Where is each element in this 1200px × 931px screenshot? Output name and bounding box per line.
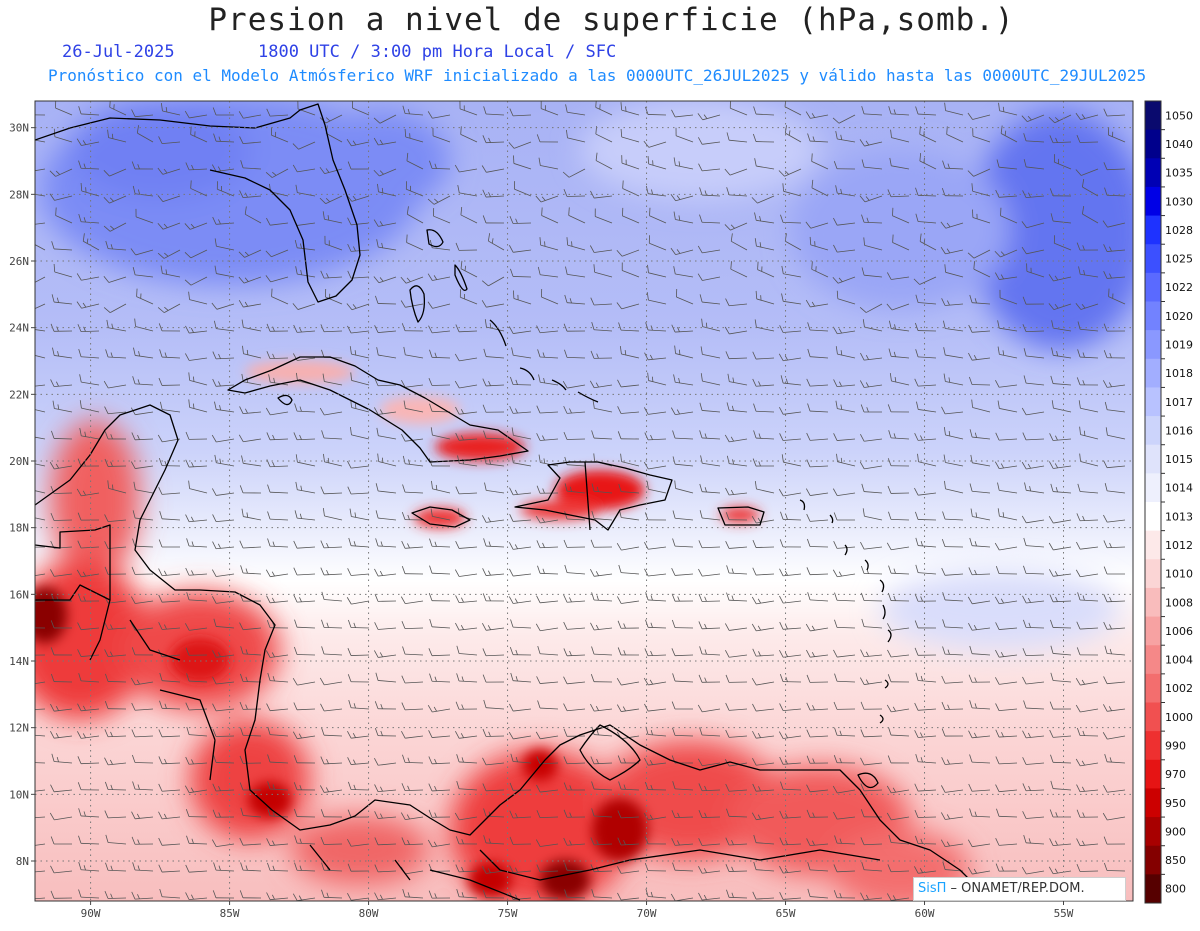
colorbar-label: 1050 <box>1165 109 1193 122</box>
colorbar-swatch <box>1145 158 1161 187</box>
lon-tick-label: 75W <box>498 907 518 920</box>
lat-tick-label: 8N <box>16 855 29 868</box>
colorbar-label: 1019 <box>1165 338 1193 351</box>
valid-time: 1800 UTC / 3:00 pm Hora Local / SFC <box>258 42 616 62</box>
colorbar-label: 1025 <box>1165 253 1193 266</box>
lat-tick-label: 18N <box>9 522 29 535</box>
colorbar-swatch <box>1145 874 1161 903</box>
colorbar-label: 900 <box>1165 825 1186 838</box>
colorbar-label: 1020 <box>1165 310 1193 323</box>
credit-text: – ONAMET/REP.DOM. <box>946 881 1084 896</box>
colorbar-label: 1016 <box>1165 424 1193 437</box>
lon-axis: 90W 85W 80W 75W 70W 65W 60W 55W <box>81 901 1074 920</box>
colorbar-swatch <box>1145 846 1161 875</box>
lon-tick-label: 65W <box>776 907 796 920</box>
map-title: Presion a nivel de superficie (hPa,somb.… <box>0 2 1200 38</box>
colorbar-label: 1040 <box>1165 138 1193 151</box>
colorbar-swatch <box>1145 788 1161 817</box>
credit-brand: SisΠ <box>918 881 946 896</box>
pressure-field <box>10 95 1150 910</box>
colorbar-label: 1014 <box>1165 482 1193 495</box>
lat-tick-label: 30N <box>9 122 29 135</box>
colorbar-swatch <box>1145 330 1161 359</box>
colorbar-label: 1035 <box>1165 167 1193 180</box>
lat-tick-label: 20N <box>9 455 29 468</box>
credit-box: SisΠ – ONAMET/REP.DOM. <box>913 877 1126 901</box>
colorbar-swatch <box>1145 617 1161 646</box>
lat-tick-label: 28N <box>9 188 29 201</box>
colorbar-swatch <box>1145 130 1161 159</box>
colorbar-label: 1008 <box>1165 596 1193 609</box>
lat-tick-label: 22N <box>9 388 29 401</box>
colorbar-label: 1017 <box>1165 396 1193 409</box>
colorbar-swatch <box>1145 703 1161 732</box>
lat-axis: 30N 28N 26N 24N 22N 20N 18N 16N 14N 12N 10N 8N <box>9 122 35 868</box>
colorbar-label: 950 <box>1165 797 1186 810</box>
colorbar-label: 850 <box>1165 854 1186 867</box>
forecast-note: Pronóstico con el Modelo Atmósferico WRF… <box>48 66 1146 85</box>
colorbar: 1050 1040 1035 1030 1028 1025 1022 1020 1019 1018… <box>1145 101 1193 904</box>
lat-tick-label: 16N <box>9 588 29 601</box>
colorbar-label: 1000 <box>1165 711 1193 724</box>
valid-date: 26-Jul-2025 <box>62 42 175 62</box>
colorbar-swatch <box>1145 760 1161 789</box>
colorbar-label: 1004 <box>1165 654 1193 667</box>
colorbar-label: 1028 <box>1165 224 1193 237</box>
lat-tick-label: 14N <box>9 655 29 668</box>
colorbar-swatch <box>1145 588 1161 617</box>
colorbar-swatch <box>1145 502 1161 531</box>
colorbar-label: 1006 <box>1165 625 1193 638</box>
colorbar-label: 1022 <box>1165 281 1193 294</box>
lon-tick-label: 80W <box>359 907 379 920</box>
lon-tick-label: 55W <box>1054 907 1074 920</box>
colorbar-swatch <box>1145 531 1161 560</box>
colorbar-swatch <box>1145 359 1161 388</box>
colorbar-label: 1012 <box>1165 539 1193 552</box>
colorbar-swatch <box>1145 445 1161 474</box>
lat-tick-label: 26N <box>9 255 29 268</box>
lat-tick-label: 10N <box>9 788 29 801</box>
colorbar-label: 1002 <box>1165 682 1193 695</box>
colorbar-swatch <box>1145 559 1161 588</box>
lon-tick-label: 90W <box>81 907 101 920</box>
colorbar-label: 1018 <box>1165 367 1193 380</box>
colorbar-swatch <box>1145 645 1161 674</box>
colorbar-label: 1010 <box>1165 568 1193 581</box>
colorbar-swatch <box>1145 302 1161 331</box>
colorbar-label: 1013 <box>1165 510 1193 523</box>
colorbar-label: 1015 <box>1165 453 1193 466</box>
colorbar-swatch <box>1145 387 1161 416</box>
colorbar-label: 800 <box>1165 883 1186 896</box>
lat-tick-label: 12N <box>9 722 29 735</box>
colorbar-label: 970 <box>1165 768 1186 781</box>
lon-tick-label: 60W <box>915 907 935 920</box>
colorbar-swatch <box>1145 244 1161 273</box>
lat-tick-label: 24N <box>9 322 29 335</box>
colorbar-swatch <box>1145 416 1161 445</box>
colorbar-swatch <box>1145 101 1161 130</box>
colorbar-swatch <box>1145 187 1161 216</box>
colorbar-swatch <box>1145 731 1161 760</box>
colorbar-swatch <box>1145 473 1161 502</box>
colorbar-swatch <box>1145 817 1161 846</box>
colorbar-swatch <box>1145 216 1161 245</box>
colorbar-swatch <box>1145 273 1161 302</box>
lon-tick-label: 85W <box>220 907 240 920</box>
lon-tick-label: 70W <box>637 907 657 920</box>
colorbar-swatch <box>1145 674 1161 703</box>
colorbar-label: 990 <box>1165 739 1186 752</box>
colorbar-label: 1030 <box>1165 195 1193 208</box>
